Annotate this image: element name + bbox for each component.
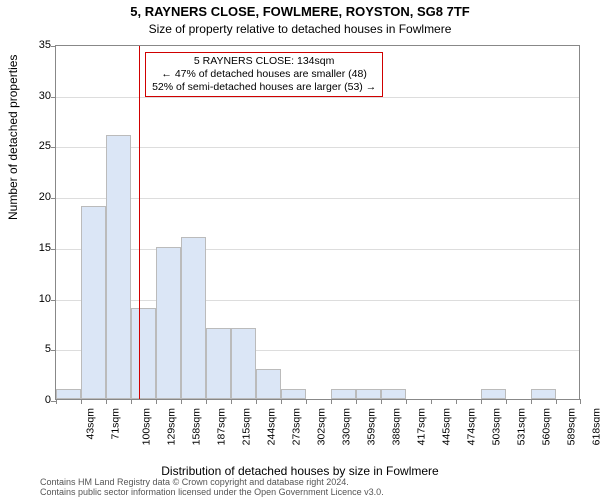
y-tick [51,350,56,351]
y-tick-label: 20 [23,191,51,203]
annotation-line: 5 RAYNERS CLOSE: 134sqm [152,55,376,68]
x-tick-label: 158sqm [190,408,202,445]
y-tick-label: 10 [23,293,51,305]
histogram-bar [131,308,156,399]
x-tick-label: 187sqm [215,408,227,445]
y-tick-label: 15 [23,242,51,254]
histogram-bar [181,237,206,399]
grid-line [56,147,579,148]
annotation-box: 5 RAYNERS CLOSE: 134sqm← 47% of detached… [145,52,383,97]
histogram-bar [281,389,306,399]
x-tick-label: 388sqm [390,408,402,445]
x-tick-label: 618sqm [590,408,600,445]
x-tick [531,399,532,404]
x-tick-label: 531sqm [515,408,527,445]
x-tick [331,399,332,404]
histogram-bar [256,369,281,399]
grid-line [56,300,579,301]
x-tick [431,399,432,404]
histogram-bar [106,135,131,399]
y-tick-label: 5 [23,343,51,355]
x-tick-label: 445sqm [440,408,452,445]
x-tick [556,399,557,404]
annotation-line: 52% of semi-detached houses are larger (… [152,81,376,94]
x-tick-label: 129sqm [165,408,177,445]
y-tick-label: 30 [23,90,51,102]
x-tick-label: 71sqm [110,408,122,440]
histogram-bar [331,389,356,399]
plot-area: 5 RAYNERS CLOSE: 134sqm← 47% of detached… [55,45,580,400]
grid-line [56,198,579,199]
y-tick [51,147,56,148]
y-tick-label: 35 [23,39,51,51]
x-tick-label: 43sqm [85,408,97,440]
x-tick-label: 417sqm [415,408,427,445]
histogram-bar [231,328,256,399]
x-tick [281,399,282,404]
x-tick [231,399,232,404]
x-tick [206,399,207,404]
x-tick-label: 330sqm [340,408,352,445]
x-tick [106,399,107,404]
histogram-bar [531,389,556,399]
x-tick [481,399,482,404]
x-tick [406,399,407,404]
y-tick [51,300,56,301]
grid-line [56,249,579,250]
histogram-bar [156,247,181,399]
x-tick [256,399,257,404]
x-tick-label: 503sqm [490,408,502,445]
x-tick [381,399,382,404]
x-tick-label: 302sqm [315,408,327,445]
histogram-bar [56,389,81,399]
y-axis-label: Number of detached properties [6,55,20,220]
histogram-bar [381,389,406,399]
x-tick-label: 359sqm [365,408,377,445]
x-tick [306,399,307,404]
chart-title-main: 5, RAYNERS CLOSE, FOWLMERE, ROYSTON, SG8… [0,4,600,19]
footer-attribution: Contains HM Land Registry data © Crown c… [40,478,384,498]
histogram-bar [81,206,106,399]
x-tick [156,399,157,404]
x-tick-label: 560sqm [540,408,552,445]
y-tick [51,97,56,98]
chart-title-sub: Size of property relative to detached ho… [0,22,600,36]
x-tick [506,399,507,404]
x-tick [356,399,357,404]
y-tick-label: 0 [23,394,51,406]
y-tick [51,46,56,47]
x-axis-label: Distribution of detached houses by size … [0,464,600,478]
y-tick-label: 25 [23,140,51,152]
property-marker-line [139,46,140,399]
x-tick-label: 244sqm [265,408,277,445]
x-tick [456,399,457,404]
y-tick [51,249,56,250]
histogram-bar [481,389,506,399]
chart-container: 5, RAYNERS CLOSE, FOWLMERE, ROYSTON, SG8… [0,0,600,500]
x-tick-label: 100sqm [140,408,152,445]
footer-line-2: Contains public sector information licen… [40,488,384,498]
x-tick [56,399,57,404]
x-tick [580,399,581,404]
x-tick-label: 589sqm [565,408,577,445]
y-tick [51,198,56,199]
x-tick [181,399,182,404]
histogram-bar [206,328,231,399]
x-tick-label: 474sqm [465,408,477,445]
x-tick-label: 215sqm [240,408,252,445]
histogram-bar [356,389,381,399]
x-tick [81,399,82,404]
x-tick [131,399,132,404]
x-tick-label: 273sqm [290,408,302,445]
annotation-line: ← 47% of detached houses are smaller (48… [152,68,376,81]
